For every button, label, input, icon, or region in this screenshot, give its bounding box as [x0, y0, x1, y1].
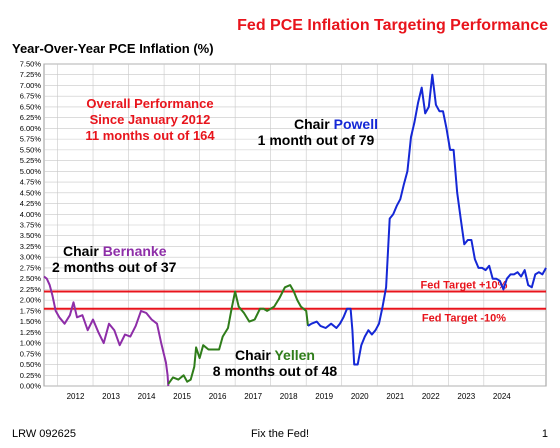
- y-tick-label: 6.50%: [20, 102, 42, 111]
- x-tick-label: 2023: [457, 392, 475, 401]
- y-axis-label: Year-Over-Year PCE Inflation (%): [12, 41, 214, 56]
- y-tick-label: 2.00%: [20, 296, 42, 305]
- x-tick-labels: 2012 2013 2014 2015 2016 2017 2018 2019 2020 2021…: [67, 392, 512, 401]
- x-tick-label: 2016: [209, 392, 227, 401]
- target-line-label: Fed Target +10%: [421, 280, 508, 292]
- series-lines: [43, 73, 547, 387]
- chart-title: Fed PCE Inflation Targeting Performance: [237, 17, 548, 34]
- y-tick-label: 5.25%: [20, 156, 42, 165]
- overall-line-2: Since January 2012: [90, 112, 211, 127]
- x-tick-label: 2015: [173, 392, 191, 401]
- y-tick-label: 5.50%: [20, 145, 42, 154]
- y-tick-label: 6.75%: [20, 92, 42, 101]
- overall-performance-annotation: Overall Performance Since January 2012 1…: [85, 96, 215, 143]
- svg-text:Chair Yellen: Chair Yellen: [235, 347, 315, 363]
- y-tick-label: 1.75%: [20, 306, 42, 315]
- series-line-powell: [307, 73, 547, 366]
- y-tick-label: 4.00%: [20, 210, 42, 219]
- x-tick-label: 2020: [351, 392, 369, 401]
- x-tick-label: 2013: [102, 392, 120, 401]
- bernanke-annotation: Chair Bernanke 2 months out of 37: [52, 243, 177, 275]
- powell-prefix: Chair: [294, 116, 334, 132]
- y-tick-label: 3.50%: [20, 231, 42, 240]
- series-line-yellen: [167, 284, 309, 385]
- target-line-label: Fed Target -10%: [422, 313, 506, 325]
- y-tick-label: 3.00%: [20, 253, 42, 262]
- y-tick-label: 0.25%: [20, 371, 42, 380]
- bernanke-stat: 2 months out of 37: [52, 259, 177, 275]
- yellen-stat: 8 months out of 48: [213, 363, 338, 379]
- y-tick-label: 0.50%: [20, 360, 42, 369]
- y-tick-labels: 0.00% 0.25% 0.50% 0.75%1.00% 1.25% 1.50% 1.75%…: [20, 60, 42, 391]
- y-tick-label: 5.00%: [20, 167, 42, 176]
- x-tick-label: 2019: [315, 392, 333, 401]
- yellen-prefix: Chair: [235, 347, 274, 363]
- x-tick-label: 2022: [422, 392, 440, 401]
- overall-line-1: Overall Performance: [86, 96, 213, 111]
- y-tick-label: 7.25%: [20, 70, 42, 79]
- y-tick-label: 2.25%: [20, 285, 42, 294]
- y-tick-label: 2.75%: [20, 263, 42, 272]
- x-tick-label: 2024: [493, 392, 511, 401]
- target-lines: Fed Target +10% Fed Target -10%: [44, 280, 546, 325]
- x-tick-label: 2017: [244, 392, 262, 401]
- y-tick-label: 4.50%: [20, 188, 42, 197]
- y-tick-label: 0.75%: [20, 349, 42, 358]
- x-tick-label: 2014: [138, 392, 156, 401]
- footer-slogan: Fix the Fed!: [251, 428, 309, 440]
- page-number: 1: [542, 428, 548, 440]
- series-line-bernanke: [43, 275, 170, 387]
- y-tick-label: 1.50%: [20, 317, 42, 326]
- y-tick-label: 4.25%: [20, 199, 42, 208]
- y-tick-label: 3.75%: [20, 221, 42, 230]
- footer-code: LRW 092625: [12, 428, 76, 440]
- y-tick-label: 0.00%: [20, 382, 42, 391]
- y-tick-label: 4.75%: [20, 178, 42, 187]
- powell-annotation: Chair Powell 1 month out of 79: [258, 116, 378, 148]
- x-tick-label: 2021: [386, 392, 404, 401]
- bernanke-name: Bernanke: [103, 243, 167, 259]
- powell-stat: 1 month out of 79: [258, 132, 375, 148]
- svg-text:Chair Powell: Chair Powell: [294, 116, 378, 132]
- yellen-annotation: Chair Yellen 8 months out of 48: [213, 347, 338, 379]
- powell-name: Powell: [334, 116, 378, 132]
- y-tick-label: 2.50%: [20, 274, 42, 283]
- y-tick-label: 7.50%: [20, 60, 42, 69]
- y-tick-label: 1.25%: [20, 328, 42, 337]
- x-tick-label: 2012: [67, 392, 85, 401]
- y-tick-label: 6.25%: [20, 113, 42, 122]
- yellen-name: Yellen: [274, 347, 314, 363]
- gridlines: [44, 63, 546, 387]
- y-tick-label: 1.00%: [20, 339, 42, 348]
- y-tick-label: 5.75%: [20, 135, 42, 144]
- y-tick-label: 7.00%: [20, 81, 42, 90]
- x-tick-label: 2018: [280, 392, 298, 401]
- svg-text:Chair Bernanke: Chair Bernanke: [63, 243, 167, 259]
- overall-line-3: 11 months out of 164: [85, 128, 215, 143]
- y-tick-label: 6.00%: [20, 124, 42, 133]
- bernanke-prefix: Chair: [63, 243, 103, 259]
- y-tick-label: 3.25%: [20, 242, 42, 251]
